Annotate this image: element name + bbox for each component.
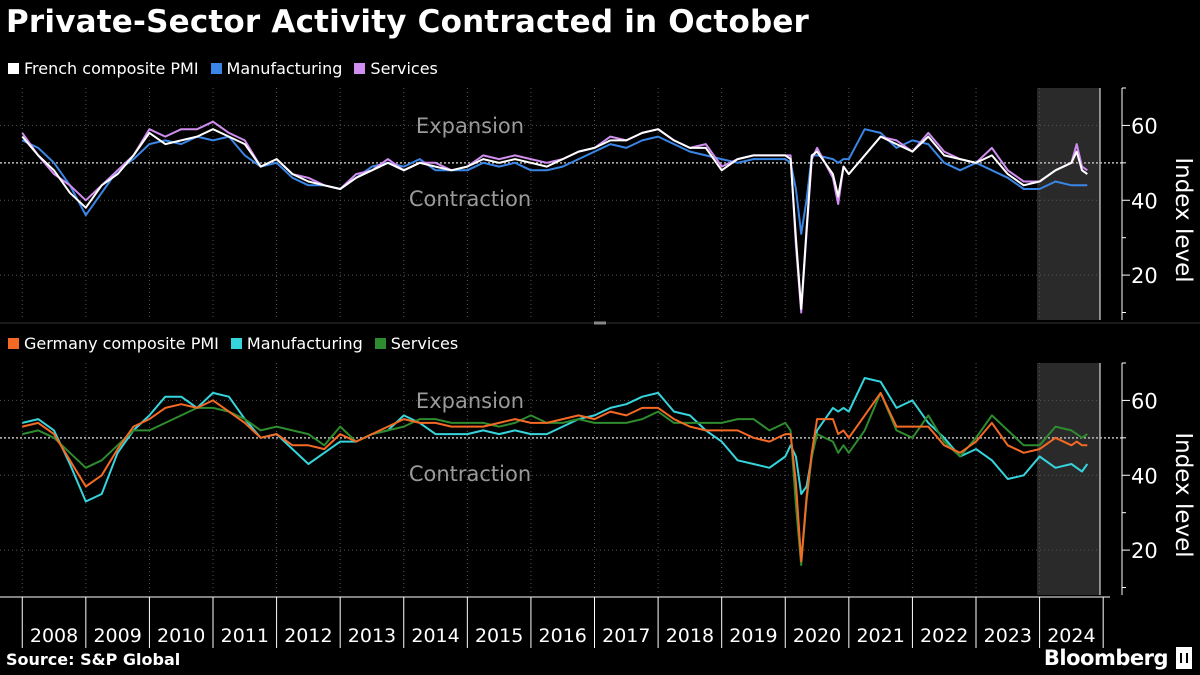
france-y-axis-label: Index level [1170, 157, 1196, 282]
legend-item-germany-composite: Germany composite PMI [8, 334, 219, 353]
legend-label-french-manufacturing: Manufacturing [226, 59, 343, 78]
legend-item-germany-services: Services [374, 334, 459, 353]
legend-swatch-french-services [354, 63, 366, 74]
france-series-0-line [21, 128, 1088, 310]
france-series-1-line [21, 128, 1088, 235]
france-expansion-label: Expansion [416, 114, 524, 138]
legend-swatch-germany-services [374, 338, 386, 349]
legend-swatch-french-composite [8, 63, 19, 74]
x-tick-label-2023: 2023 [984, 625, 1032, 647]
germany-y-tick-label-60: 60 [1131, 389, 1158, 413]
brand-logo: Bloomberg [1044, 646, 1192, 670]
germany-series-2-line [22, 391, 1088, 567]
france-y-tick-label-40: 40 [1131, 189, 1158, 213]
germany-y-tick-label-20: 20 [1131, 539, 1158, 563]
brand-name: Bloomberg [1043, 646, 1169, 670]
germany-contraction-label: Contraction [409, 462, 531, 486]
legend-label-germany-manufacturing: Manufacturing [246, 334, 363, 353]
x-tick-label-2015: 2015 [475, 625, 523, 647]
germany-series-0-line [22, 391, 1088, 563]
x-tick-label-2018: 2018 [666, 625, 714, 647]
x-tick-label-2021: 2021 [856, 625, 904, 647]
legend-label-french-services: Services [370, 59, 438, 78]
germany-legend: Germany composite PMI Manufacturing Serv… [8, 334, 458, 353]
x-tick-label-2016: 2016 [539, 625, 587, 647]
x-tick-label-2012: 2012 [284, 625, 332, 647]
legend-item-french-services: Services [354, 59, 438, 78]
legend-item-germany-manufacturing: Manufacturing [230, 334, 363, 353]
legend-swatch-germany-composite [8, 338, 19, 349]
x-tick-label-2020: 2020 [793, 625, 841, 647]
x-tick-label-2013: 2013 [348, 625, 396, 647]
germany-highlight-band [1037, 363, 1100, 595]
legend-label-germany-services: Services [390, 334, 459, 353]
x-tick-label-2022: 2022 [920, 625, 968, 647]
legend-label-germany-composite: Germany composite PMI [24, 334, 219, 353]
x-tick-label-2010: 2010 [157, 625, 205, 647]
legend-swatch-french-manufacturing [210, 63, 222, 74]
germany-series-1-line [22, 377, 1089, 503]
x-tick-label-2019: 2019 [729, 625, 777, 647]
x-tick-label-2009: 2009 [93, 625, 141, 647]
bloomberg-icon [1176, 647, 1192, 669]
legend-label-french-composite: French composite PMI [24, 59, 199, 78]
x-tick-label-2014: 2014 [411, 625, 459, 647]
legend-item-french-manufacturing: Manufacturing [210, 59, 343, 78]
french-legend: French composite PMI Manufacturing Servi… [8, 59, 438, 78]
germany-y-tick-label-40: 40 [1131, 464, 1158, 488]
germany-expansion-label: Expansion [416, 389, 524, 413]
x-tick-label-2011: 2011 [221, 625, 269, 647]
chart-title: Private-Sector Activity Contracted in Oc… [6, 4, 810, 40]
legend-swatch-germany-manufacturing [230, 338, 242, 349]
legend-item-french-composite: French composite PMI [8, 59, 199, 78]
x-tick-label-2024: 2024 [1047, 625, 1095, 647]
germany-y-axis-label: Index level [1170, 432, 1196, 557]
france-y-tick-label-20: 20 [1131, 264, 1158, 288]
source-note: Source: S&P Global [6, 650, 181, 669]
x-tick-label-2008: 2008 [30, 625, 78, 647]
france-series-2-line [21, 120, 1088, 314]
france-highlight-band [1037, 88, 1100, 320]
france-contraction-label: Contraction [409, 187, 531, 211]
x-tick-label-2017: 2017 [602, 625, 650, 647]
france-y-tick-label-60: 60 [1131, 114, 1158, 138]
